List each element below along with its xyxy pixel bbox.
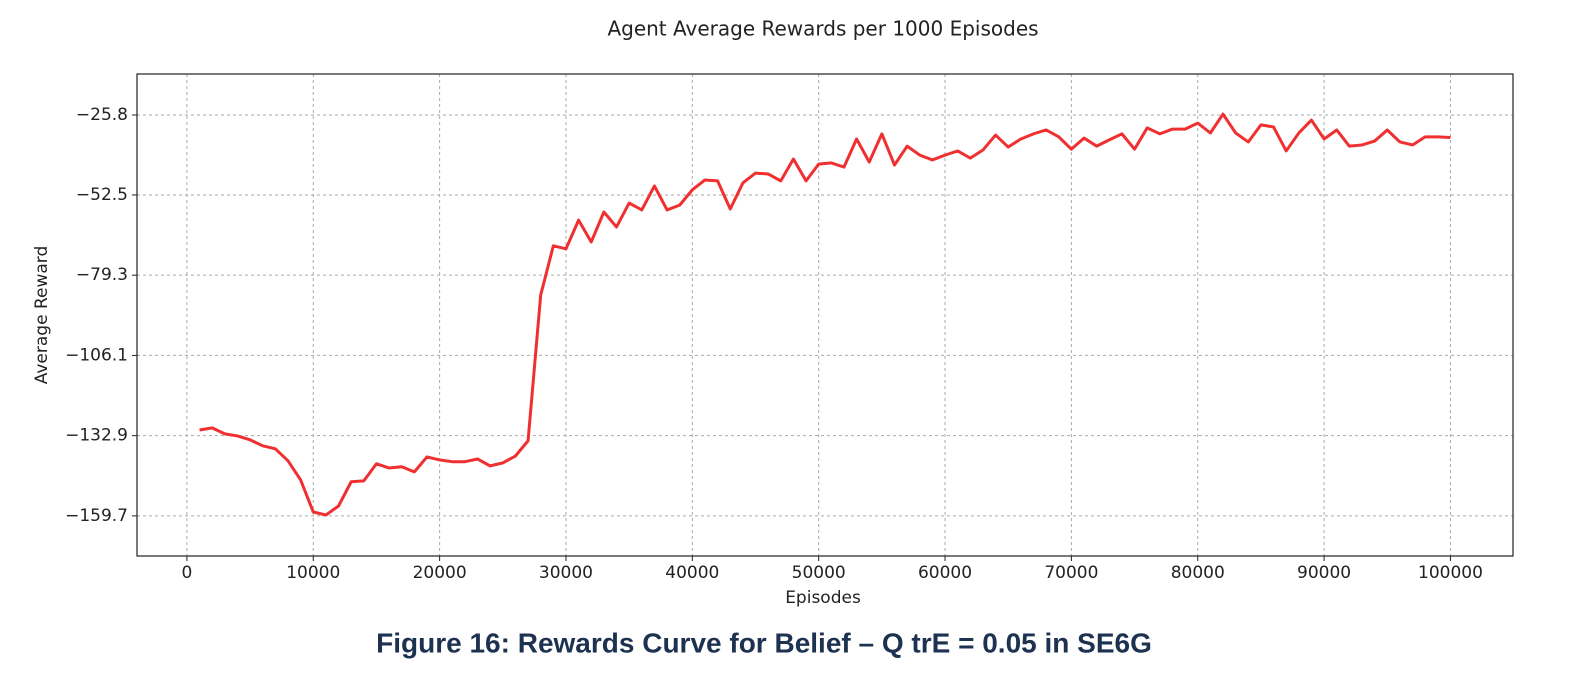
x-tick-label: 90000 (1297, 563, 1351, 583)
x-tick-label: 30000 (539, 563, 593, 583)
y-tick-label: −159.7 (65, 506, 128, 526)
y-tick-label: −106.1 (65, 345, 128, 365)
y-tick-label: −25.8 (76, 105, 128, 125)
y-tick-label: −79.3 (76, 265, 128, 285)
line-series (199, 112, 1451, 517)
y-axis-label: Average Reward (32, 246, 52, 385)
plot-frame (136, 73, 1514, 557)
y-tick-label: −52.5 (76, 185, 128, 205)
y-tick-label: −132.9 (65, 426, 128, 446)
caption: Figure 16: Rewards Curve for Belief – Q … (376, 627, 1152, 658)
x-tick-label: 100000 (1418, 563, 1483, 583)
x-tick-label: 10000 (286, 563, 340, 583)
x-tick-label: 60000 (918, 563, 972, 583)
x-tick-label: 50000 (792, 563, 846, 583)
x-tick-label: 20000 (413, 563, 467, 583)
x-axis-label: Episodes (785, 588, 861, 608)
x-tick-label: 80000 (1171, 563, 1225, 583)
x-tick-label: 70000 (1044, 563, 1098, 583)
x-tick-label: 40000 (665, 563, 719, 583)
x-tick-label: 0 (181, 563, 192, 583)
chart-title: Agent Average Rewards per 1000 Episodes (607, 17, 1038, 41)
